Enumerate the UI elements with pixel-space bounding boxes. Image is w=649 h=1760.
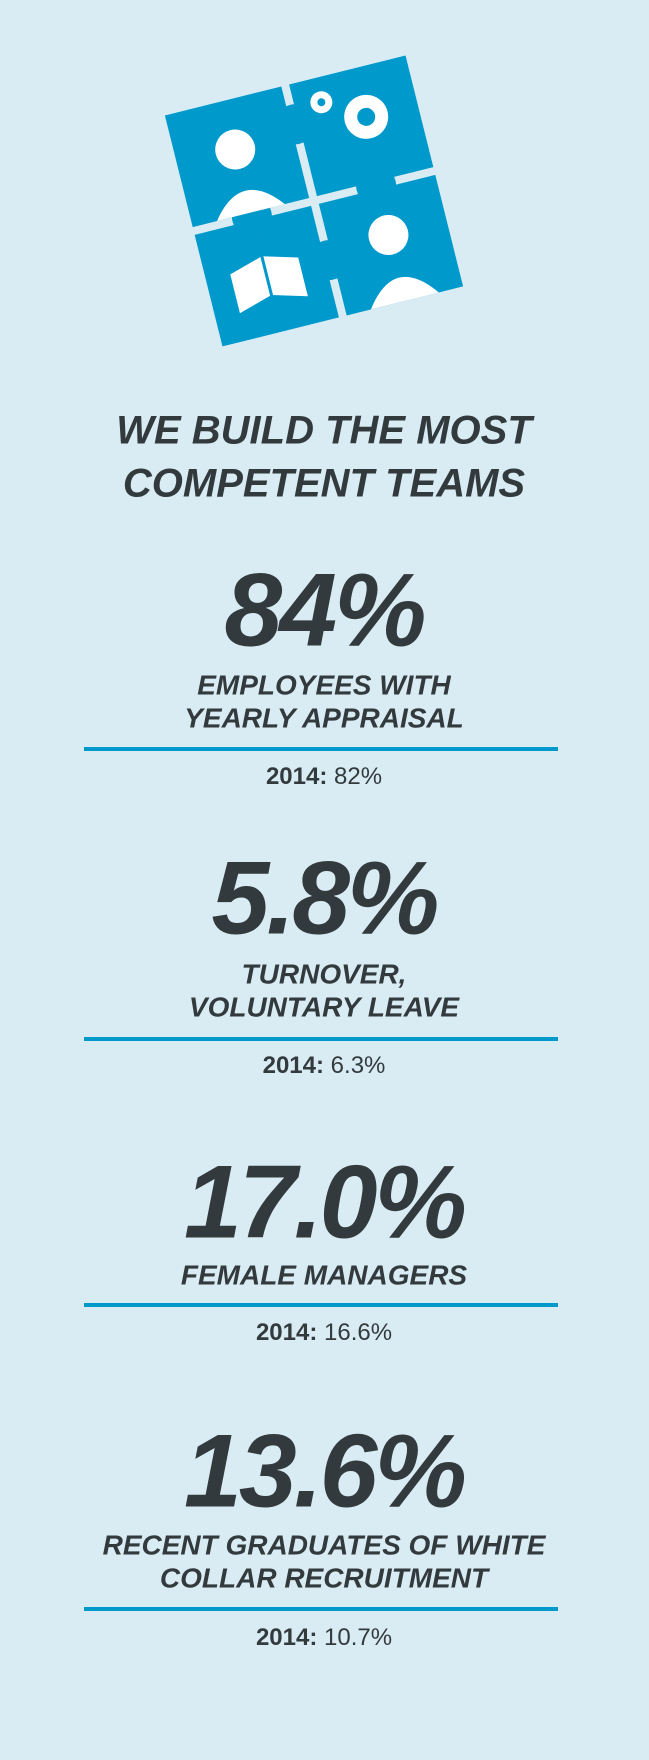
previous-year-value: 6.3% bbox=[331, 1052, 386, 1079]
stat-label: FEMALE MANAGERS bbox=[181, 1259, 468, 1290]
stat-value: 5.8% bbox=[211, 840, 437, 956]
stat-block: 17.0%FEMALE MANAGERS 2014: 16.6% bbox=[84, 1144, 558, 1346]
previous-year: 2014: 6.3% bbox=[263, 1052, 386, 1079]
stat-value: 84% bbox=[224, 552, 424, 668]
stat-label: YEARLY APPRAISAL bbox=[184, 702, 464, 733]
stat-label: EMPLOYEES WITH bbox=[197, 669, 451, 700]
puzzle-icon bbox=[164, 55, 464, 347]
stat-value: 17.0% bbox=[184, 1144, 464, 1260]
stat-label: VOLUNTARY LEAVE bbox=[189, 991, 461, 1022]
stat-value: 13.6% bbox=[184, 1413, 464, 1529]
previous-year-label: 2014: bbox=[266, 763, 327, 790]
previous-year-label: 2014: bbox=[256, 1319, 317, 1346]
stat-block: 5.8%TURNOVER,VOLUNTARY LEAVE 2014: 6.3% bbox=[84, 840, 558, 1079]
previous-year-value: 16.6% bbox=[324, 1319, 392, 1346]
previous-year: 2014: 82% bbox=[266, 763, 382, 790]
title-line: WE BUILD THE MOST bbox=[116, 409, 535, 453]
previous-year-label: 2014: bbox=[263, 1052, 324, 1079]
previous-year-value: 82% bbox=[334, 763, 382, 790]
previous-year: 2014: 16.6% bbox=[256, 1319, 392, 1346]
previous-year-label: 2014: bbox=[256, 1624, 317, 1651]
previous-year: 2014: 10.7% bbox=[256, 1624, 392, 1651]
stat-label: TURNOVER, bbox=[242, 958, 407, 989]
stat-label: RECENT GRADUATES OF WHITE bbox=[103, 1529, 547, 1560]
title-line: COMPETENT TEAMS bbox=[123, 462, 526, 506]
previous-year-value: 10.7% bbox=[324, 1624, 392, 1651]
stat-label: COLLAR RECRUITMENT bbox=[160, 1562, 491, 1593]
